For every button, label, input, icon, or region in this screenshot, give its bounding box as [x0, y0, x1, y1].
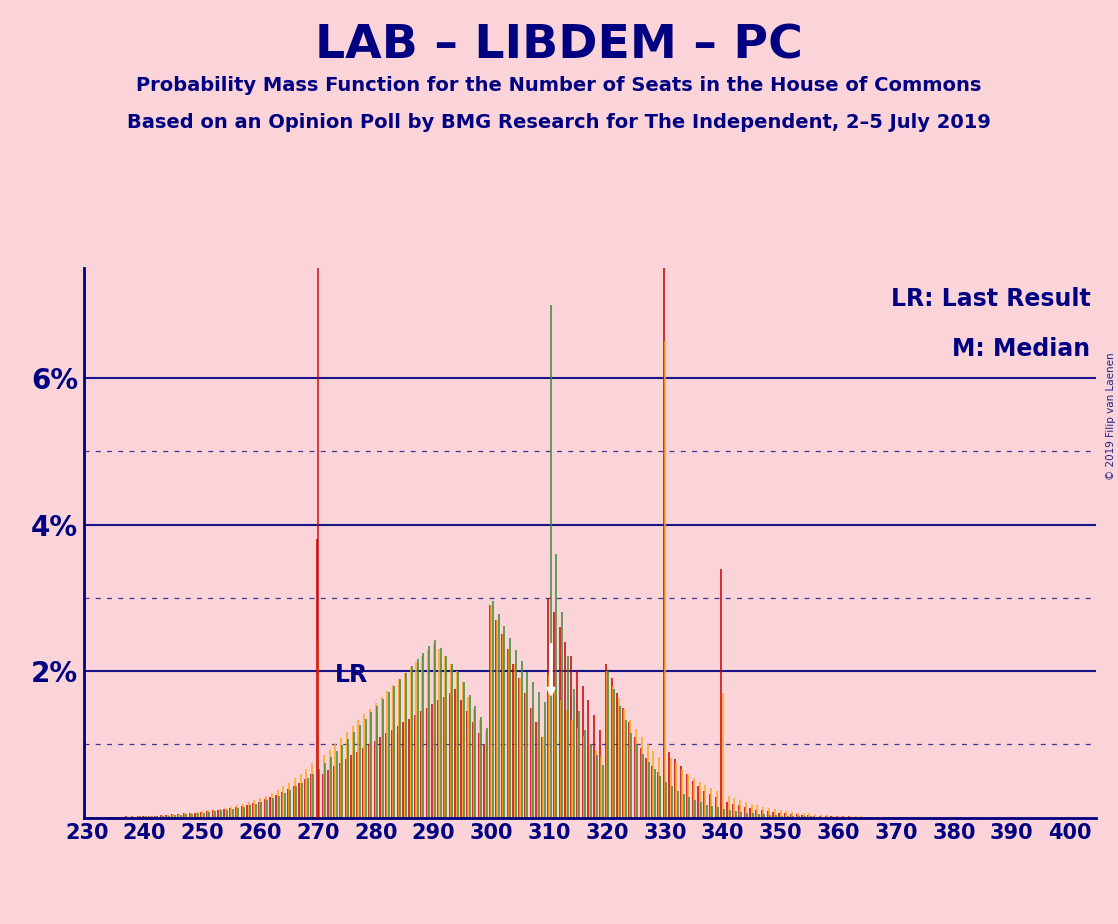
Text: © 2019 Filip van Laenen: © 2019 Filip van Laenen	[1107, 352, 1116, 480]
Text: M: Median: M: Median	[953, 336, 1090, 360]
Text: Based on an Opinion Poll by BMG Research for The Independent, 2–5 July 2019: Based on an Opinion Poll by BMG Research…	[127, 113, 991, 132]
Text: LR: Last Result: LR: Last Result	[891, 287, 1090, 311]
Text: LAB – LIBDEM – PC: LAB – LIBDEM – PC	[315, 23, 803, 68]
Text: LR: LR	[335, 663, 369, 687]
Text: Probability Mass Function for the Number of Seats in the House of Commons: Probability Mass Function for the Number…	[136, 76, 982, 95]
